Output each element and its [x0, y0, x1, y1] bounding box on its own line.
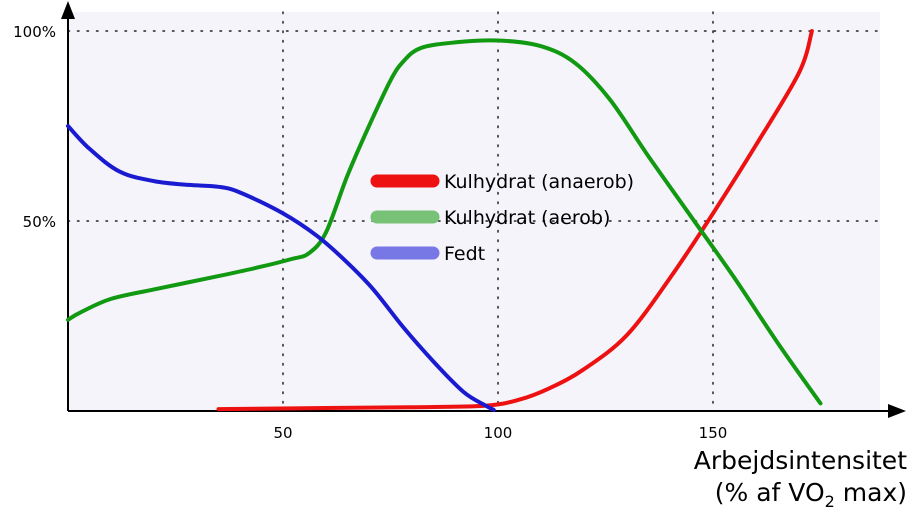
x-tick-label-50: 50: [273, 424, 292, 442]
y-axis-arrow-icon: [61, 1, 75, 19]
legend-label-kulhydrat-anaerob: Kulhydrat (anaerob): [444, 171, 634, 193]
legend: Kulhydrat (anaerob) Kulhydrat (aerob) Fedt: [370, 171, 634, 265]
x-tick-label-150: 150: [699, 424, 728, 442]
x-axis-label-line1: Arbejdsintensitet: [694, 446, 907, 475]
series-line-fedt: [66, 124, 496, 412]
legend-label-fedt: Fedt: [444, 243, 485, 265]
series-line-kulhydrat-anaerob: [216, 29, 814, 412]
plot-background: [68, 12, 880, 411]
series-lines: [66, 29, 823, 412]
y-tick-label-100: 100%: [13, 23, 56, 41]
x-axis-label-line2: (% af VO2 max): [715, 478, 907, 507]
axes: [61, 1, 906, 418]
x-axis-label-prefix: (% af VO: [715, 478, 825, 507]
x-axis-arrow-icon: [888, 404, 906, 418]
y-tick-label-50: 50%: [23, 213, 56, 231]
x-tick-label-100: 100: [484, 424, 513, 442]
x-axis-label-subscript: 2: [825, 492, 835, 507]
x-axis-label-suffix: max): [835, 478, 907, 507]
legend-label-kulhydrat-aerob: Kulhydrat (aerob): [444, 207, 610, 229]
tick-labels: 50 100 150 50% 100%: [13, 23, 727, 442]
series-line-kulhydrat-aerob: [66, 38, 823, 406]
